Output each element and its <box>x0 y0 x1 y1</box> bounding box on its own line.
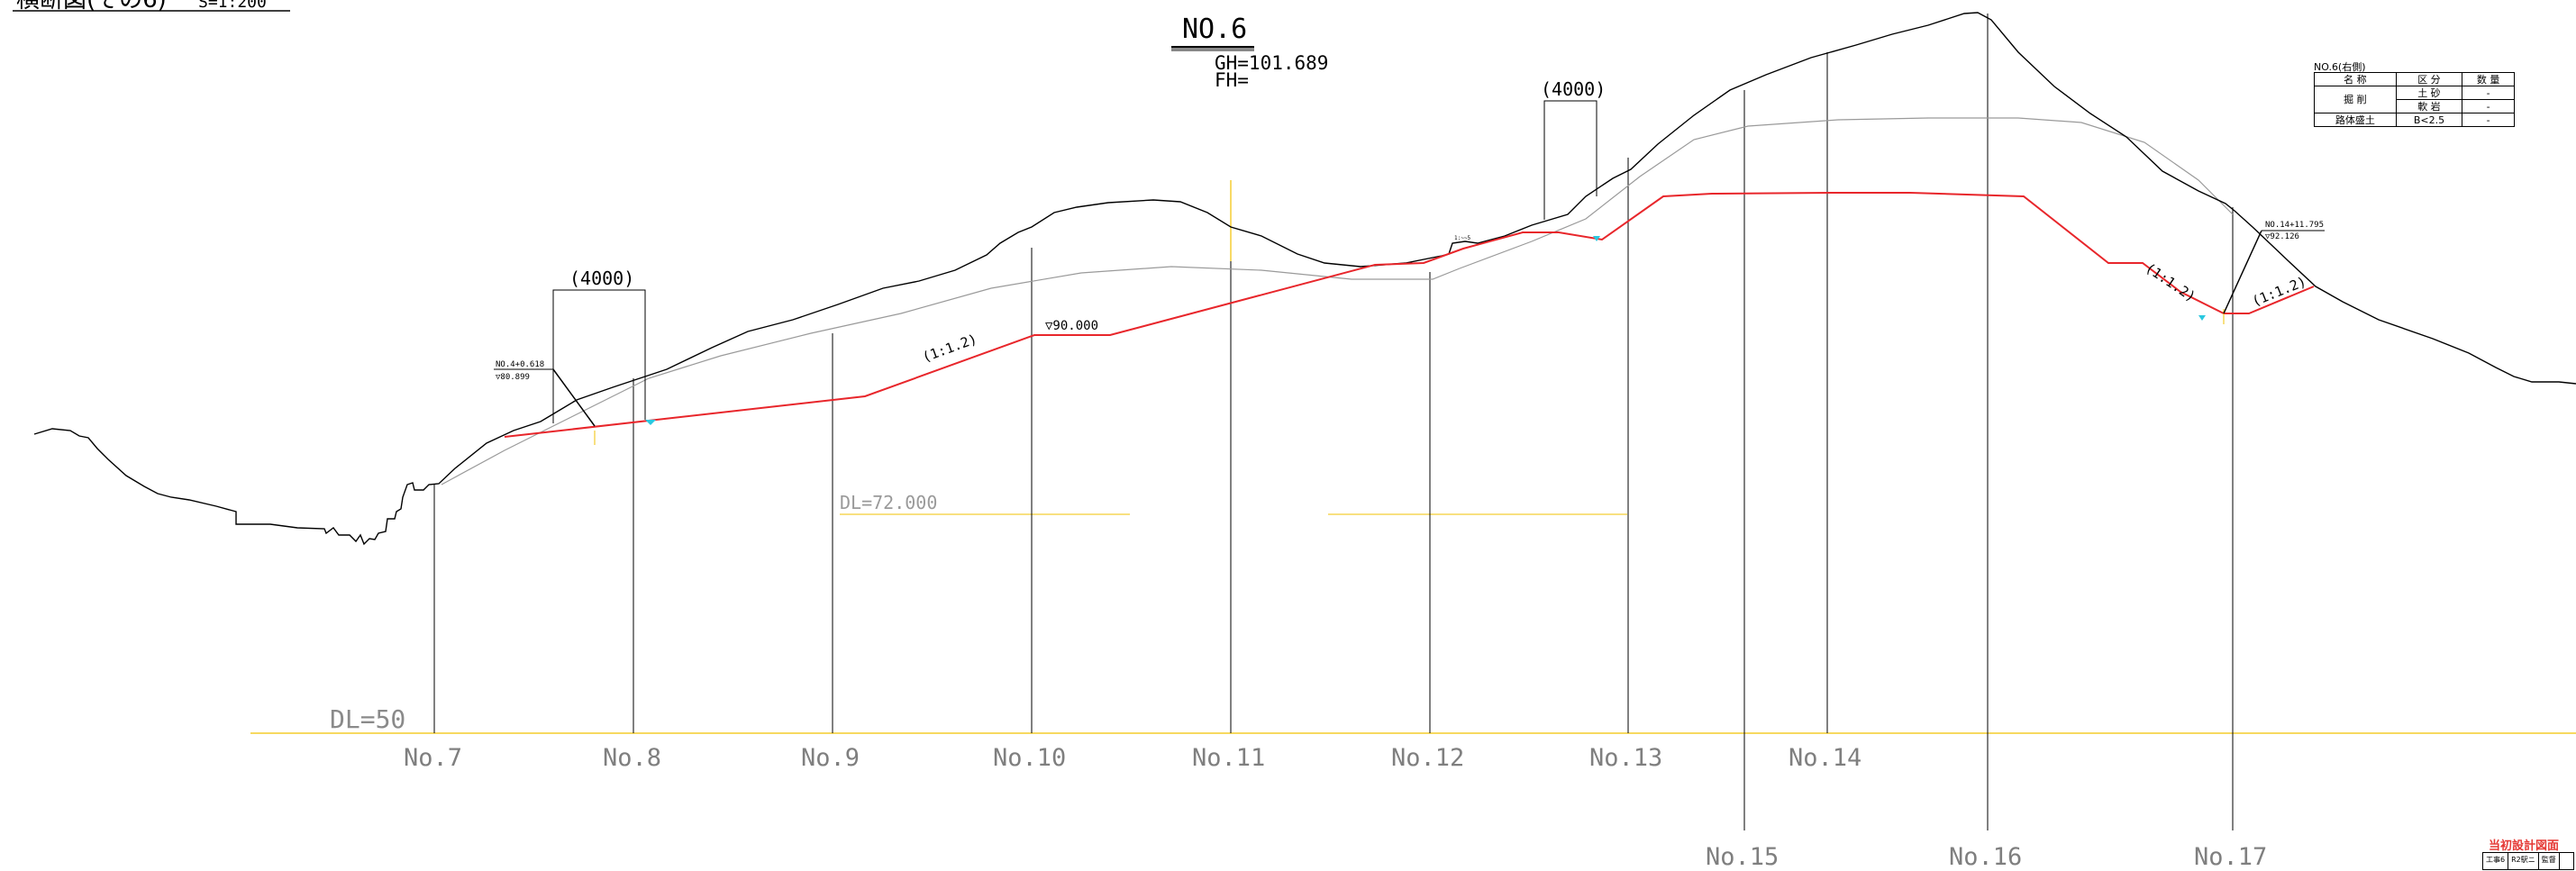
table-cell: 土 砂 <box>2395 86 2463 100</box>
table-header: 数 量 <box>2462 72 2515 86</box>
station-label: No.14 <box>1789 744 1861 772</box>
slope-label: (1:1.2) <box>2250 273 2308 309</box>
fh-value: FH= <box>1215 69 1249 91</box>
station-label: No.9 <box>801 744 860 772</box>
stamp-cell: 監督 <box>2539 853 2560 869</box>
station-labels-lower: No.15 No.16 No.17 <box>1706 843 2267 871</box>
quantity-table: 名 称 区 分 数 量 掘 削 土 砂 - 軟 岩 - 路体盛土 B<2.5 - <box>2314 72 2515 127</box>
table-header-row: 名 称 区 分 数 量 <box>2314 72 2515 86</box>
width-bracket-left <box>552 289 646 423</box>
width-label-right: (4000) <box>1541 78 1606 100</box>
table-row: 掘 削 土 砂 - <box>2314 86 2515 113</box>
design-elevation: ▽90.000 <box>1045 319 1098 333</box>
drain-marker <box>645 420 656 425</box>
table-row: 路体盛土 B<2.5 - <box>2314 113 2515 127</box>
station-labels-upper: No.7 No.8 No.9 No.10 No.11 No.12 No.13 N… <box>404 744 1861 772</box>
callout-leader-right <box>2223 230 2262 314</box>
drain-marker <box>1593 236 1600 241</box>
station-label: No.7 <box>404 744 462 772</box>
table-cell: 軟 岩 <box>2395 99 2463 113</box>
stamp-box: 工事6 R2駅ニ 監督 <box>2482 852 2574 870</box>
drawing-scale: S=1:200 <box>198 0 267 12</box>
datum-label-50: DL=50 <box>330 704 405 734</box>
old-ground-line <box>441 117 2234 485</box>
station-label: No.16 <box>1949 843 2022 871</box>
table-header: 名 称 <box>2314 72 2397 86</box>
drain-marker <box>2198 315 2206 321</box>
table-cell: - <box>2462 99 2515 113</box>
callout-leader-left <box>552 368 596 427</box>
stamp-title: 当初設計図面 <box>2489 839 2560 853</box>
station-label: No.12 <box>1391 744 1464 772</box>
callout-elev-left: ▽80.899 <box>496 373 530 382</box>
station-label: No.17 <box>2194 843 2267 871</box>
existing-ground-line <box>33 12 2576 546</box>
gh-value: GH=101.689 <box>1215 52 1328 74</box>
slope-label: (1:1.2) <box>2143 259 2198 304</box>
callout-point-right: NO.14+11.795 <box>2265 221 2324 230</box>
slope-label: (1:1.2) <box>920 331 979 366</box>
stamp-cell: R2駅ニ <box>2508 853 2539 869</box>
table-cell: 路体盛土 <box>2314 113 2397 127</box>
group-label: 掘 削 <box>2314 86 2397 113</box>
table-cell: - <box>2462 86 2515 100</box>
station-label: No.15 <box>1706 843 1779 871</box>
stamp-cell: 工事6 <box>2483 853 2509 869</box>
station-label: No.13 <box>1589 744 1662 772</box>
quantity-table-caption: NO.6(右側) <box>2314 61 2366 73</box>
design-line <box>504 192 2315 438</box>
section-number: NO.6 <box>1182 14 1247 45</box>
table-header: 区 分 <box>2395 72 2463 86</box>
small-slope-note: 1:~~5 <box>1454 235 1470 241</box>
station-label: No.11 <box>1192 744 1265 772</box>
table-cell: B<2.5 <box>2395 113 2463 127</box>
station-label: No.10 <box>993 744 1066 772</box>
station-label: No.8 <box>603 744 661 772</box>
station-lines <box>433 14 2234 830</box>
width-bracket-right <box>1543 100 1597 220</box>
callout-point-left: NO.4+0.618 <box>496 360 544 369</box>
drain-markers <box>645 236 2206 425</box>
width-label-left: (4000) <box>569 268 634 289</box>
callout-elev-right: ▽92.126 <box>2265 232 2299 241</box>
datum-label-72: DL=72.000 <box>840 492 937 513</box>
table-cell: - <box>2462 113 2515 127</box>
